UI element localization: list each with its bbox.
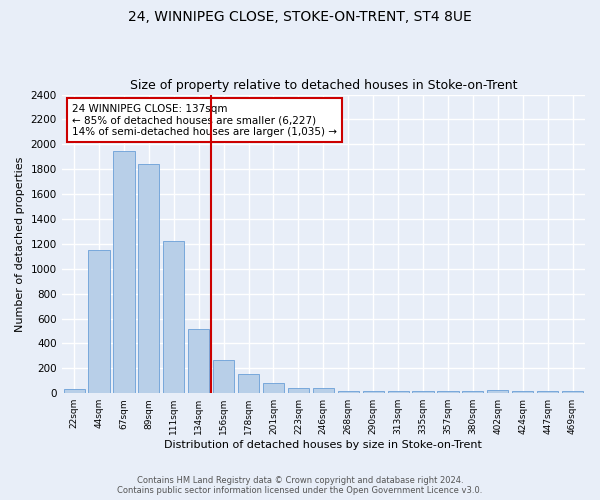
Bar	[138, 164, 160, 393]
Bar	[537, 390, 558, 393]
Bar	[163, 242, 184, 393]
Bar	[288, 388, 309, 393]
Bar	[213, 360, 234, 393]
Bar	[188, 328, 209, 393]
Y-axis label: Number of detached properties: Number of detached properties	[15, 156, 25, 332]
Text: Contains HM Land Registry data © Crown copyright and database right 2024.
Contai: Contains HM Land Registry data © Crown c…	[118, 476, 482, 495]
Bar	[412, 390, 434, 393]
Bar	[338, 390, 359, 393]
Bar	[487, 390, 508, 393]
Bar	[313, 388, 334, 393]
Title: Size of property relative to detached houses in Stoke-on-Trent: Size of property relative to detached ho…	[130, 79, 517, 92]
Bar	[512, 390, 533, 393]
Bar	[238, 374, 259, 393]
Bar	[88, 250, 110, 393]
Bar	[562, 390, 583, 393]
Text: 24 WINNIPEG CLOSE: 137sqm
← 85% of detached houses are smaller (6,227)
14% of se: 24 WINNIPEG CLOSE: 137sqm ← 85% of detac…	[72, 104, 337, 136]
Text: 24, WINNIPEG CLOSE, STOKE-ON-TRENT, ST4 8UE: 24, WINNIPEG CLOSE, STOKE-ON-TRENT, ST4 …	[128, 10, 472, 24]
Bar	[437, 390, 458, 393]
Bar	[362, 390, 384, 393]
Bar	[263, 382, 284, 393]
Bar	[388, 390, 409, 393]
Bar	[64, 390, 85, 393]
X-axis label: Distribution of detached houses by size in Stoke-on-Trent: Distribution of detached houses by size …	[164, 440, 482, 450]
Bar	[462, 390, 484, 393]
Bar	[113, 150, 134, 393]
